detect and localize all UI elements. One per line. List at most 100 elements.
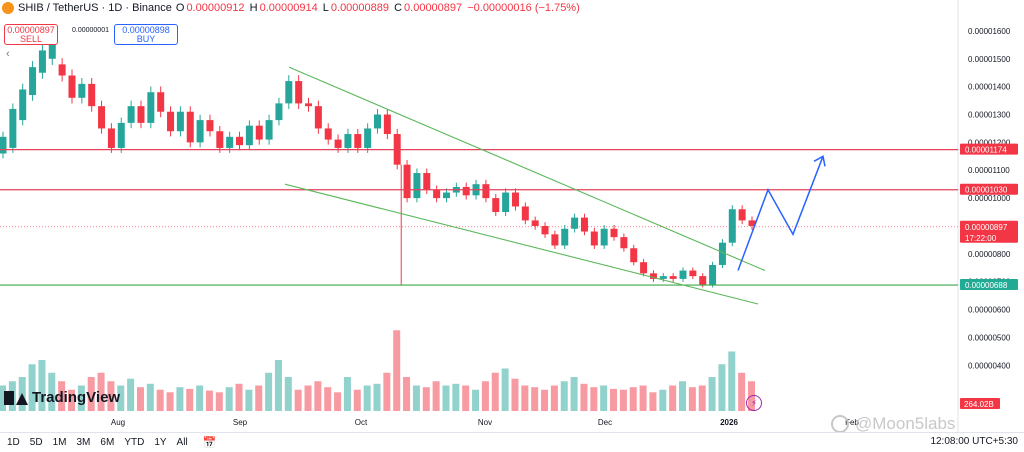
volume-bar xyxy=(422,387,430,411)
tf-6m[interactable]: 6M xyxy=(100,437,115,448)
volume-bar xyxy=(629,387,637,411)
y-tick-label: 0.00000800 xyxy=(968,250,1011,259)
x-tick-label: Oct xyxy=(355,418,368,427)
volume-bar xyxy=(48,372,56,411)
tf-all[interactable]: All xyxy=(176,437,188,448)
candle-body xyxy=(265,120,273,140)
volume-bar xyxy=(225,387,233,411)
tf-1m[interactable]: 1M xyxy=(52,437,67,448)
candle-body xyxy=(462,186,470,196)
x-tick-label: 2026 xyxy=(720,418,738,427)
candle-body xyxy=(383,114,391,135)
candle-body xyxy=(255,125,263,140)
candle-body xyxy=(147,92,155,123)
candle-body xyxy=(176,111,184,132)
tf-3m[interactable]: 3M xyxy=(76,437,91,448)
candle-body xyxy=(511,192,519,207)
volume-bar xyxy=(235,383,243,411)
candle-body xyxy=(600,228,608,246)
volume-bar xyxy=(659,389,667,411)
candle-body xyxy=(649,273,657,279)
y-tick-label: 0.00001300 xyxy=(968,111,1011,120)
candle-body xyxy=(659,276,667,279)
candle-body xyxy=(226,136,234,148)
volume-bar xyxy=(284,377,292,411)
volume-bar xyxy=(403,377,411,411)
volume-bar xyxy=(688,387,696,411)
candle-body xyxy=(620,237,628,249)
buy-label: BUY xyxy=(136,34,156,44)
candle-body xyxy=(364,128,372,148)
low-value: 0.00000889 xyxy=(330,2,390,14)
volume-bar xyxy=(196,385,204,411)
buy-button[interactable]: 0.00000898 BUY xyxy=(114,24,178,45)
volume-bar xyxy=(353,389,361,411)
ohlc-readout: O 0.00000912 H 0.00000914 L 0.00000889 C 0.0… xyxy=(175,2,580,14)
volume-bar xyxy=(462,385,470,411)
timeframe-bar: 1D 5D 1M 3M 6M YTD 1Y All 📅 xyxy=(0,432,1024,452)
candle-body xyxy=(236,136,244,146)
volume-marker-label: 264.02B xyxy=(964,400,994,409)
volume-bar xyxy=(393,330,401,411)
volume-bar xyxy=(501,368,509,411)
volume-bar xyxy=(205,390,213,411)
candle-body xyxy=(314,106,322,129)
candle-body xyxy=(403,164,411,199)
candle-body xyxy=(157,92,165,112)
volume-bar xyxy=(708,377,716,411)
volume-bars xyxy=(0,330,755,411)
volume-bar xyxy=(117,385,125,411)
candle-body xyxy=(640,262,648,274)
candle-body xyxy=(709,264,717,285)
volume-bar xyxy=(550,385,558,411)
candle-body xyxy=(117,122,125,148)
price-marker-badge xyxy=(960,143,1018,155)
y-tick-label: 0.00000400 xyxy=(968,361,1011,370)
volume-bar xyxy=(679,381,687,411)
candle-body xyxy=(285,81,293,104)
candle-body xyxy=(127,106,135,123)
y-tick-label: 0.00001400 xyxy=(968,83,1011,92)
volume-bar xyxy=(77,385,85,411)
sell-button[interactable]: 0.00000897 SELL xyxy=(4,24,58,45)
candle-body xyxy=(482,184,490,199)
x-tick-label: Feb xyxy=(845,418,859,427)
price-axis[interactable]: 0.00001600 0.00001500 0.00001400 0.00001300… xyxy=(960,27,1018,409)
tf-1y[interactable]: 1Y xyxy=(154,437,167,448)
candle-body xyxy=(492,198,500,213)
tf-1d[interactable]: 1D xyxy=(7,437,20,448)
projection-arrow-head xyxy=(813,155,826,167)
time-axis[interactable]: Aug Sep Oct Nov Dec 2026 Feb xyxy=(111,418,860,427)
volume-bar xyxy=(265,372,273,411)
candle-body xyxy=(571,217,579,229)
candle-body xyxy=(433,189,441,199)
volume-bar xyxy=(136,387,144,411)
tf-ytd[interactable]: YTD xyxy=(124,437,145,448)
calendar-icon[interactable]: 📅 xyxy=(202,437,217,449)
volume-bar xyxy=(186,388,194,411)
tf-5d[interactable]: 5D xyxy=(29,437,43,448)
volume-bar xyxy=(432,381,440,411)
volume-bar xyxy=(127,378,135,411)
sell-price: 0.00000897 xyxy=(7,25,55,35)
drawings[interactable] xyxy=(0,66,958,305)
candle-body xyxy=(206,120,214,132)
collapse-chevron-icon[interactable]: ‹ xyxy=(6,48,10,60)
volume-bar xyxy=(146,383,154,411)
candle-body xyxy=(38,50,46,73)
countdown-label: 17:22:00 xyxy=(965,234,997,243)
volume-bar xyxy=(0,385,6,411)
volume-bar xyxy=(87,377,95,411)
candle-body xyxy=(88,83,96,107)
symbol-title[interactable]: SHIB / TetherUS · 1D · Binance xyxy=(18,2,172,14)
lightning-icon[interactable]: ⚡ xyxy=(746,395,762,411)
volume-bar xyxy=(491,372,499,411)
high-value: 0.00000914 xyxy=(259,2,318,14)
volume-bar xyxy=(334,392,342,411)
candle-body xyxy=(68,75,76,98)
volume-bar xyxy=(718,364,726,411)
candle-body xyxy=(718,242,726,265)
price-marker-badge xyxy=(960,183,1018,195)
candle-body xyxy=(186,111,194,143)
